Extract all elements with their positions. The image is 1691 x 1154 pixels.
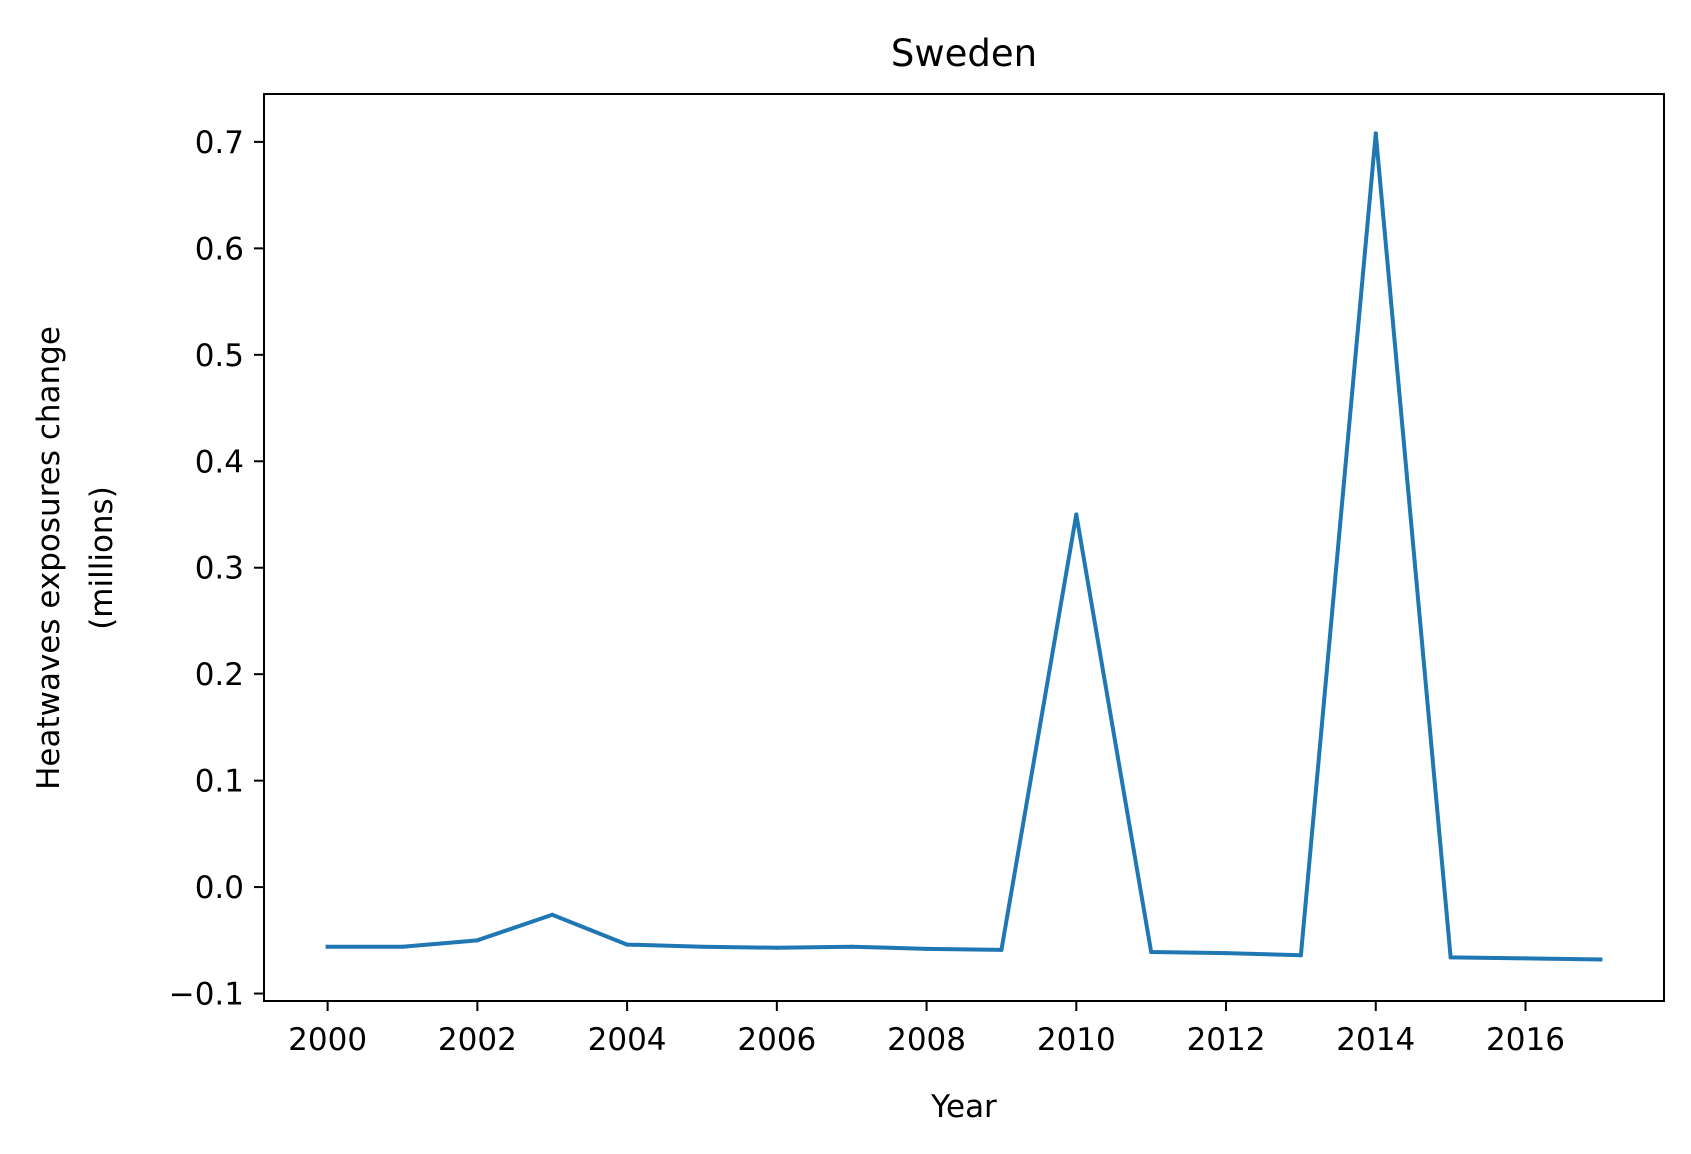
x-tick-label: 2016 bbox=[1486, 1022, 1565, 1058]
data-point bbox=[1074, 512, 1079, 517]
x-tick-label: 2014 bbox=[1336, 1022, 1415, 1058]
y-tick-label: 0.3 bbox=[195, 551, 244, 587]
x-axis: 2000 2002 2004 2006 2008 2010 2012 2014 2016 bbox=[288, 1001, 1565, 1058]
data-point bbox=[625, 942, 630, 947]
y-tick-label: 0.2 bbox=[195, 657, 244, 693]
data-point bbox=[1523, 956, 1528, 961]
data-point bbox=[1598, 957, 1603, 962]
data-point bbox=[774, 945, 779, 950]
plot-area bbox=[325, 131, 1603, 962]
x-tick-label: 2002 bbox=[438, 1022, 517, 1058]
y-tick-label: 0.1 bbox=[195, 764, 244, 800]
y-tick-label: 0.5 bbox=[195, 338, 244, 374]
data-point bbox=[1149, 950, 1154, 955]
y-tick-label: 0.6 bbox=[195, 231, 244, 267]
data-point bbox=[1448, 955, 1453, 960]
data-point bbox=[849, 944, 854, 949]
data-point bbox=[1373, 131, 1378, 136]
x-tick-label: 2004 bbox=[588, 1022, 667, 1058]
y-tick-label: 0.4 bbox=[195, 444, 244, 480]
y-tick-label: 0.0 bbox=[195, 870, 244, 906]
x-tick-label: 2006 bbox=[737, 1022, 816, 1058]
y-tick-label: 0.7 bbox=[195, 125, 244, 161]
chart-title: Sweden bbox=[891, 32, 1037, 75]
x-tick-label: 2008 bbox=[887, 1022, 966, 1058]
x-tick-label: 2010 bbox=[1037, 1022, 1116, 1058]
data-point bbox=[699, 944, 704, 949]
x-tick-label: 2012 bbox=[1187, 1022, 1266, 1058]
data-point bbox=[1224, 951, 1229, 956]
y-axis-title-unit: (millions) bbox=[84, 486, 120, 630]
plot-frame bbox=[263, 93, 1665, 1002]
series-line bbox=[325, 131, 1603, 962]
data-point bbox=[550, 912, 555, 917]
data-point bbox=[1298, 953, 1303, 958]
data-point bbox=[325, 944, 330, 949]
y-tick-label: −0.1 bbox=[169, 977, 244, 1013]
x-tick-label: 2000 bbox=[288, 1022, 367, 1058]
data-point bbox=[400, 944, 405, 949]
data-point bbox=[999, 947, 1004, 952]
x-axis-title: Year bbox=[930, 1089, 997, 1125]
y-axis-title: Heatwaves exposures change bbox=[31, 326, 67, 790]
y-axis: −0.1 0.0 0.1 0.2 0.3 0.4 0.5 0.6 0.7 bbox=[169, 125, 264, 1013]
data-point bbox=[475, 938, 480, 943]
data-point bbox=[924, 946, 929, 951]
